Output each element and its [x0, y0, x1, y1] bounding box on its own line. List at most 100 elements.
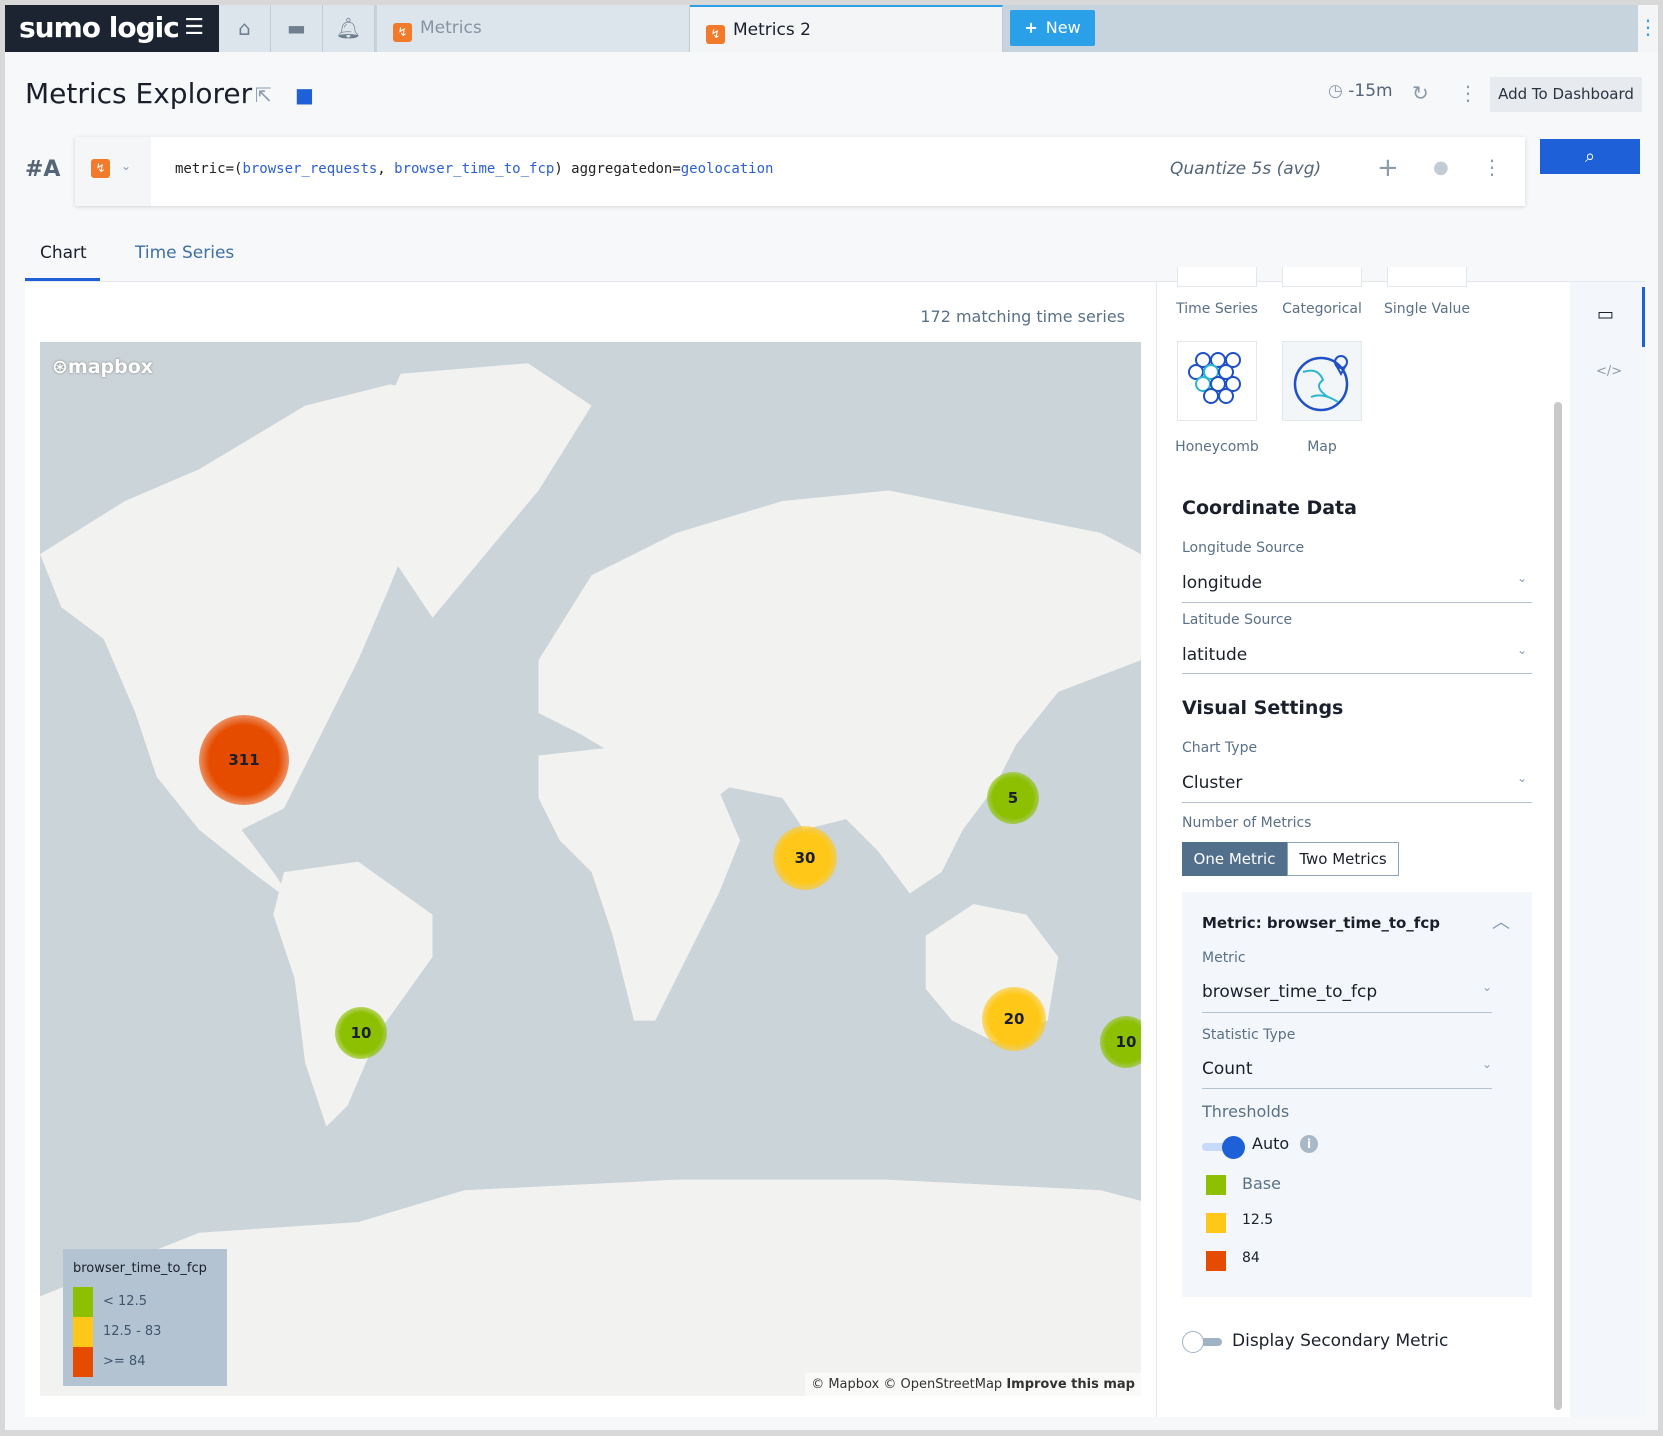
chevron-down-icon: ⌄: [1517, 571, 1528, 585]
statistic-type-label: Statistic Type: [1202, 1027, 1296, 1043]
legend-label: < 12.5: [103, 1294, 147, 1309]
two-metrics-button[interactable]: Two Metrics: [1287, 842, 1399, 876]
quantize-button[interactable]: Quantize 5s (avg): [1170, 159, 1322, 179]
scrollbar[interactable]: [1554, 402, 1562, 1410]
query-row: ↯ ⌄ metric=(browser_requests, browser_tim…: [75, 137, 1525, 206]
chart-type-map[interactable]: [1282, 341, 1362, 421]
chart-type-select[interactable]: Cluster: [1182, 773, 1243, 793]
library-button[interactable]: ▬: [271, 5, 323, 52]
top-bar: sumo logic ☰ ⌂ ▬ 🔔︎ ↯ Metrics ↯ Metrics 2 +…: [5, 5, 1658, 52]
toggle-track: [1202, 1143, 1232, 1151]
cluster-marker[interactable]: 311: [199, 715, 289, 805]
bell-icon: 🔔︎: [335, 16, 362, 40]
info-icon[interactable]: i: [1300, 1135, 1318, 1153]
divider: [1156, 282, 1157, 1417]
threshold-color-swatch[interactable]: [1206, 1213, 1226, 1233]
chart-type-categorical[interactable]: [1282, 267, 1362, 287]
tab-chart[interactable]: Chart: [40, 243, 87, 263]
sumo-logic-logo[interactable]: sumo logic ☰: [5, 5, 219, 52]
folder-icon: ▬: [287, 16, 306, 40]
map[interactable]: ⊛mapbox 311 30 5 20 10 10 browser_time_to_fcp…: [40, 342, 1141, 1396]
chart-type-label[interactable]: Map: [1307, 439, 1337, 455]
threshold-value[interactable]: 84: [1242, 1250, 1260, 1266]
more-menu-icon[interactable]: ⋮: [1638, 5, 1658, 52]
legend-label: 12.5 - 83: [103, 1324, 162, 1339]
chart-type-honeycomb[interactable]: [1177, 341, 1257, 421]
one-metric-button[interactable]: One Metric: [1182, 842, 1287, 876]
cluster-count: 311: [228, 751, 260, 769]
q-close: ) aggregatedon=: [554, 161, 681, 177]
active-tab-indicator: [25, 278, 100, 281]
more-options-icon[interactable]: ⋮: [1458, 81, 1478, 105]
cluster-marker[interactable]: 20: [982, 987, 1046, 1051]
share-icon[interactable]: ⇱: [255, 83, 272, 107]
chart-type-single-value[interactable]: [1387, 267, 1467, 287]
home-button[interactable]: ⌂: [219, 5, 271, 52]
logo-text: sumo logic: [19, 11, 180, 44]
query-input[interactable]: metric=(browser_requests, browser_time_t…: [175, 161, 773, 177]
chart-type-label[interactable]: Single Value: [1384, 301, 1470, 317]
threshold-color-swatch[interactable]: [1206, 1251, 1226, 1271]
cluster-count: 30: [794, 849, 816, 867]
threshold-color-swatch[interactable]: [1206, 1175, 1226, 1195]
metric-select[interactable]: browser_time_to_fcp: [1202, 982, 1378, 1002]
add-to-dashboard-button[interactable]: Add To Dashboard: [1490, 77, 1642, 112]
legend-swatch: [73, 1317, 93, 1347]
chart-type-time-series[interactable]: [1177, 267, 1257, 287]
greenland: [358, 363, 592, 618]
chart-type-label[interactable]: Time Series: [1176, 301, 1258, 317]
threshold-value[interactable]: 12.5: [1242, 1212, 1274, 1228]
legend-swatch: [73, 1347, 93, 1377]
improve-map-link[interactable]: Improve this map: [1006, 1377, 1135, 1392]
latitude-source-select[interactable]: latitude: [1182, 645, 1248, 665]
cluster-marker[interactable]: 30: [773, 826, 837, 890]
query-label: #A: [25, 157, 61, 182]
metrics-icon: ↯: [91, 159, 110, 178]
code-icon[interactable]: </>: [1596, 364, 1623, 379]
visual-settings-heading: Visual Settings: [1182, 697, 1344, 719]
chevron-up-icon[interactable]: ︿: [1492, 912, 1510, 933]
metric-box-title: Metric: browser_time_to_fcp: [1202, 914, 1440, 932]
cluster-marker[interactable]: 5: [987, 772, 1039, 824]
time-range: -15m: [1348, 81, 1393, 101]
toggle-knob: [1182, 1331, 1204, 1353]
secondary-metric-toggle[interactable]: [1182, 1331, 1222, 1353]
refresh-icon[interactable]: ↻: [1412, 81, 1429, 105]
metrics-icon: ↯: [706, 25, 725, 44]
underline: [1182, 802, 1532, 803]
underline: [1202, 1088, 1492, 1089]
page-title: Metrics Explorer: [25, 77, 253, 110]
world-map: [40, 363, 1141, 1396]
tab-time-series[interactable]: Time Series: [135, 243, 235, 263]
statistic-type-select[interactable]: Count: [1202, 1059, 1253, 1079]
cluster-marker[interactable]: 10: [1100, 1016, 1141, 1068]
menu-icon[interactable]: ☰: [184, 15, 204, 40]
search-button[interactable]: ⌕: [1540, 139, 1640, 174]
tab-metrics-2[interactable]: ↯ Metrics 2: [690, 5, 1003, 52]
longitude-source-select[interactable]: longitude: [1182, 573, 1263, 593]
new-tab-button[interactable]: + New: [1010, 10, 1095, 46]
chart-type-label[interactable]: Honeycomb: [1175, 439, 1259, 455]
display-icon[interactable]: ▭: [1597, 304, 1615, 325]
metric-settings-box: Metric: browser_time_to_fcp ︿ Metric bro…: [1182, 892, 1532, 1297]
mapbox-text: mapbox: [67, 356, 154, 378]
eye-icon[interactable]: ●: [1433, 157, 1449, 178]
cluster-count: 10: [350, 1024, 372, 1042]
attribution-text[interactable]: © Mapbox © OpenStreetMap: [811, 1377, 1003, 1392]
chart-type-label[interactable]: Categorical: [1282, 301, 1362, 317]
time-range-picker[interactable]: ◷ -15m: [1328, 81, 1393, 101]
tab-metrics[interactable]: ↯ Metrics: [377, 5, 690, 52]
cluster-count: 5: [1007, 789, 1019, 807]
alerts-button[interactable]: 🔔︎: [323, 5, 375, 52]
auto-toggle[interactable]: [1202, 1136, 1245, 1159]
cluster-marker[interactable]: 10: [335, 1007, 387, 1059]
query-more-icon[interactable]: ⋮: [1482, 155, 1502, 179]
add-query-icon[interactable]: +: [1377, 153, 1399, 183]
side-rail: ▭ </>: [1570, 282, 1645, 1417]
chevron-down-icon: ⌄: [1517, 771, 1528, 785]
metrics-icon: ↯: [393, 23, 412, 42]
query-type-picker[interactable]: ↯ ⌄: [75, 137, 151, 206]
chevron-down-icon: ⌄: [1517, 643, 1528, 657]
mapbox-logo[interactable]: ⊛mapbox: [52, 356, 153, 378]
save-icon[interactable]: ■: [295, 83, 314, 107]
